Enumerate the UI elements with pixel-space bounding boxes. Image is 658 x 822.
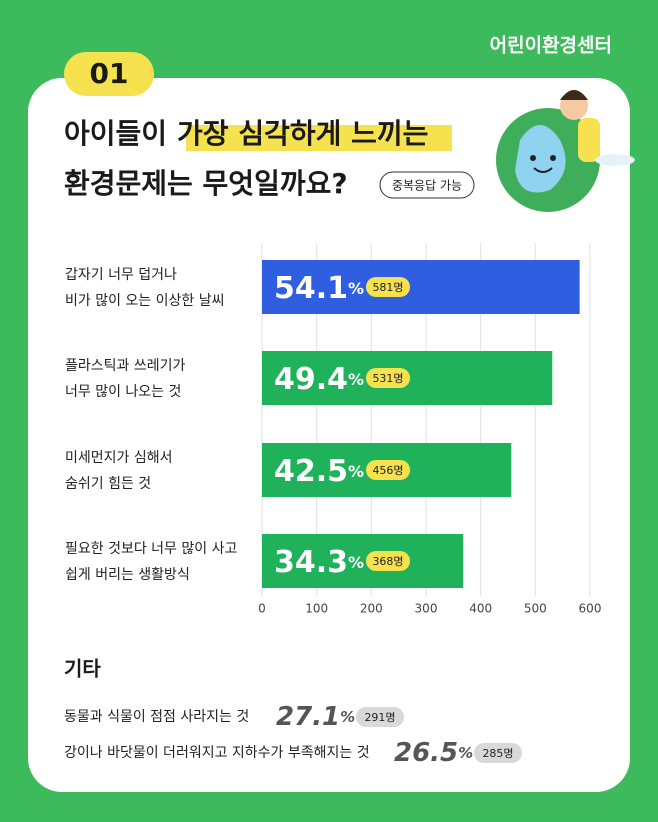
value-label: 368명 xyxy=(372,555,403,568)
brand: 어린이환경센터 xyxy=(490,35,612,57)
card xyxy=(28,78,630,792)
bar xyxy=(262,534,464,588)
x-tick-label: 300 xyxy=(415,602,438,616)
x-tick-label: 400 xyxy=(469,602,492,616)
title-line: 아이들이 가장 심각하게 느끼는 xyxy=(64,117,428,150)
category-label: 미세먼지가 심해서 xyxy=(65,450,173,466)
percent-label: 34.3% xyxy=(274,545,364,580)
title-highlight xyxy=(186,125,452,151)
percent-unit: % xyxy=(348,370,364,389)
others-label: 동물과 식물이 점점 사라지는 것 xyxy=(64,709,249,725)
x-tick-label: 600 xyxy=(579,602,602,616)
category-label: 쉽게 버리는 생활방식 xyxy=(65,567,190,583)
others-count: 285명 xyxy=(482,747,513,760)
percent-value: 42.5 xyxy=(274,454,348,489)
percent-unit: % xyxy=(340,708,355,726)
count-pill xyxy=(356,707,404,727)
percent-value: 26.5 xyxy=(394,738,458,768)
x-tick-label: 500 xyxy=(524,602,547,616)
count-pill xyxy=(474,743,522,763)
count-pill xyxy=(366,460,410,480)
percent-unit: % xyxy=(348,279,364,298)
percent-unit: % xyxy=(348,553,364,572)
percent-value: 34.3 xyxy=(274,545,348,580)
percent-label: 54.1% xyxy=(274,271,364,306)
bar xyxy=(262,260,580,314)
others-percent: 27.1% xyxy=(276,702,355,732)
category-label: 플라스틱과 쓰레기가 xyxy=(65,358,185,374)
value-label: 581명 xyxy=(372,281,403,294)
percent-unit: % xyxy=(348,462,364,481)
badge-bg xyxy=(64,52,154,96)
others-percent: 26.5% xyxy=(394,738,473,768)
percent-value: 27.1 xyxy=(276,702,340,732)
x-tick-label: 0 xyxy=(258,602,266,616)
count-pill xyxy=(366,277,410,297)
count-pill xyxy=(366,551,410,571)
percent-value: 49.4 xyxy=(274,362,348,397)
percent-label: 42.5% xyxy=(274,454,364,489)
value-label: 456명 xyxy=(372,464,403,477)
category-label: 필요한 것보다 너무 많이 사고 xyxy=(65,541,237,557)
tag-bg xyxy=(379,171,475,199)
percent-unit: % xyxy=(458,744,473,762)
count-pill xyxy=(366,368,410,388)
x-tick-label: 200 xyxy=(360,602,383,616)
percent-value: 54.1 xyxy=(274,271,348,306)
others-count: 291명 xyxy=(364,711,395,724)
title-part: 가장 심각하게 느끼는 xyxy=(177,117,428,150)
category-label: 비가 많이 오는 이상한 날씨 xyxy=(65,293,224,309)
title-part: 아이들이 xyxy=(64,117,167,150)
tag: 중복응답 가능 xyxy=(392,179,462,193)
value-label: 531명 xyxy=(372,372,403,385)
category-label: 숨쉬기 힘든 것 xyxy=(65,476,151,492)
category-label: 갑자기 너무 덥거나 xyxy=(65,267,177,283)
others-label: 강이나 바닷물이 더러워지고 지하수가 부족해지는 것 xyxy=(64,745,370,761)
percent-label: 49.4% xyxy=(274,362,364,397)
badge: 01 xyxy=(90,57,129,90)
illustration xyxy=(496,90,635,212)
others-title: 기타 xyxy=(64,657,101,681)
category-label: 너무 많이 나오는 것 xyxy=(65,384,181,400)
title-line: 환경문제는 무엇일까요? xyxy=(64,167,348,200)
x-tick-label: 100 xyxy=(305,602,328,616)
